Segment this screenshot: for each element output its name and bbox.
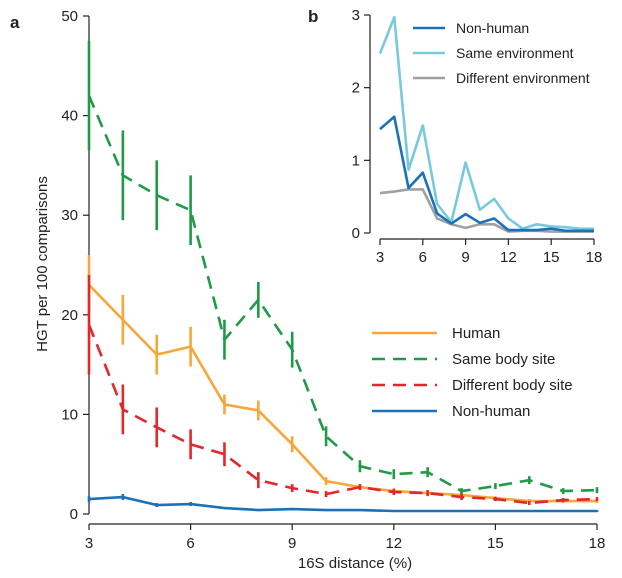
x-tick-label: 18	[586, 249, 603, 266]
inset-non-human-line	[379, 115, 594, 233]
panel-a-y-axis-label: HGT per 100 comparisons	[34, 176, 51, 352]
y-tick-label: 0	[352, 225, 360, 242]
x-tick-label: 9	[288, 535, 296, 552]
panel-a-x-axis-label: 16S distance (%)	[298, 555, 412, 572]
y-tick-label: 30	[61, 207, 78, 224]
non-human-line	[88, 495, 597, 513]
x-tick-label: 15	[487, 535, 504, 552]
panel-a-series	[87, 40, 599, 513]
y-tick-label: 0	[70, 506, 78, 523]
panel-a-legend: Human Same body site Different body site No…	[372, 325, 573, 420]
x-tick-label: 6	[419, 249, 427, 266]
panel-a-label: a	[10, 13, 20, 32]
panel-b-series	[378, 15, 594, 233]
legend-label-human: Human	[452, 325, 500, 342]
inset-legend-label-non-human: Non-human	[456, 20, 529, 36]
x-tick-label: 18	[589, 535, 606, 552]
y-tick-label: 10	[61, 406, 78, 423]
y-tick-label: 40	[61, 108, 78, 125]
legend-label-different-body-site: Different body site	[452, 377, 573, 394]
x-tick-label: 3	[376, 249, 384, 266]
y-tick-label: 20	[61, 307, 78, 324]
x-tick-label: 12	[385, 535, 402, 552]
legend-label-non-human: Non-human	[452, 403, 530, 420]
x-tick-label: 15	[543, 249, 560, 266]
x-tick-label: 3	[85, 535, 93, 552]
human-line	[88, 284, 597, 503]
y-tick-label: 2	[352, 80, 360, 97]
x-tick-label: 6	[186, 535, 194, 552]
y-tick-label: 3	[352, 7, 360, 24]
panel-b-x-ticks: 3 6 9 12 15 18	[376, 239, 603, 266]
x-tick-label: 9	[461, 249, 469, 266]
x-tick-label: 12	[500, 249, 517, 266]
same-body-site-line	[87, 95, 598, 493]
panel-b-label: b	[308, 7, 318, 26]
panel-b-legend: Non-human Same environment Different envir…	[413, 20, 590, 86]
inset-same-environment-line	[378, 15, 594, 230]
y-tick-label: 1	[352, 152, 360, 169]
inset-legend-label-same-environment: Same environment	[456, 45, 574, 61]
inset-legend-label-different-environment: Different environment	[456, 70, 590, 86]
panel-a-y-ticks: 0 10 20 30 40 50	[61, 8, 89, 523]
different-body-site-line	[87, 324, 598, 505]
inset-different-environment-line	[379, 188, 594, 233]
legend-label-same-body-site: Same body site	[452, 351, 555, 368]
y-tick-label: 50	[61, 8, 78, 25]
panel-a-x-ticks: 3 6 9 12 15 18	[85, 524, 606, 552]
panel-b-y-ticks: 0 1 2 3	[352, 7, 370, 242]
